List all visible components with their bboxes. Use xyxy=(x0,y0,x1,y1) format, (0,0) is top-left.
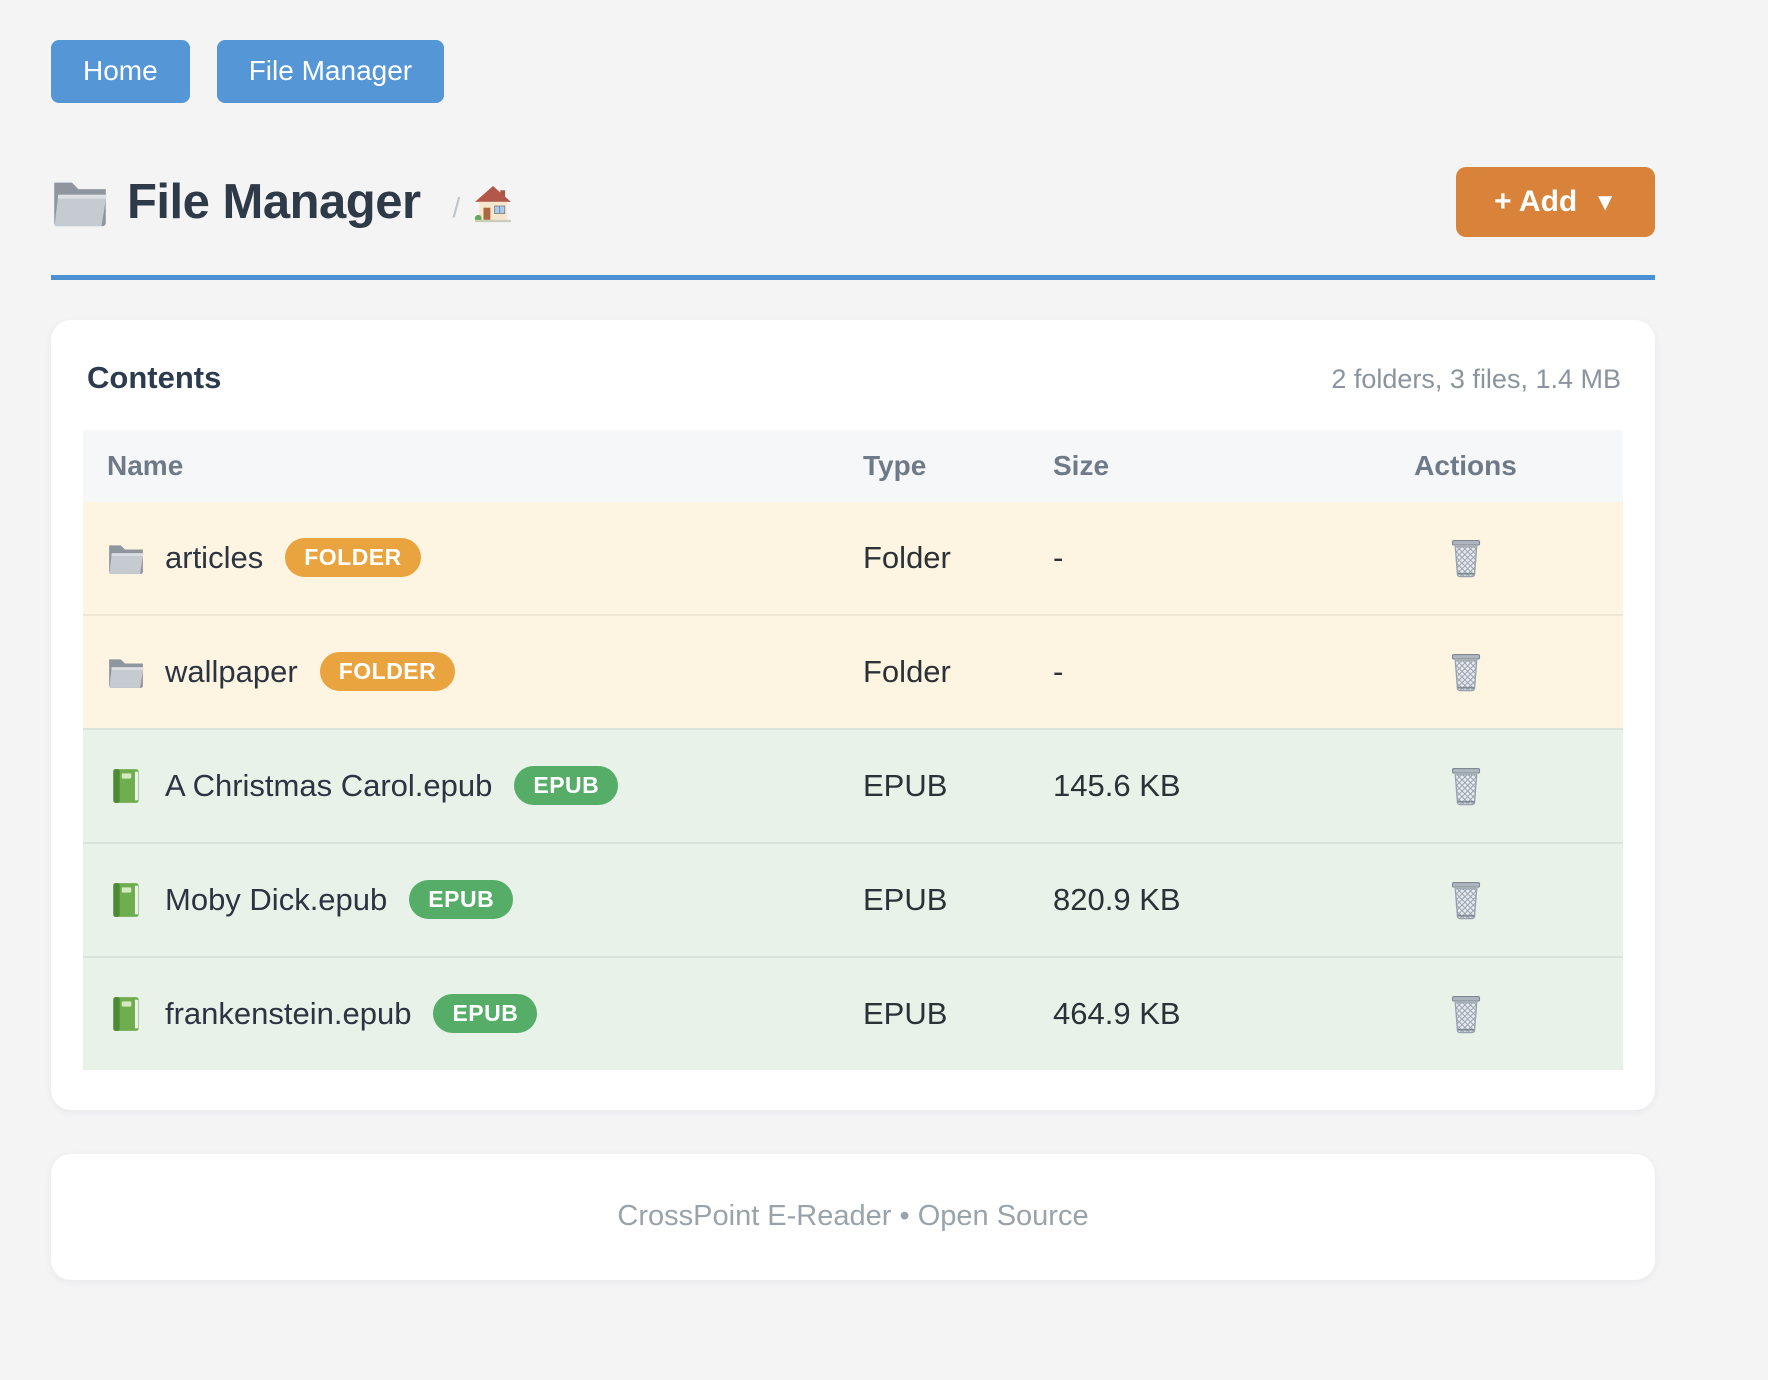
file-type: Folder xyxy=(863,653,951,689)
table-row: articles FOLDER Folder - xyxy=(83,501,1623,614)
breadcrumb: / xyxy=(453,179,513,224)
contents-heading: Contents xyxy=(87,359,222,395)
delete-button[interactable] xyxy=(1444,647,1488,697)
file-type-badge: EPUB xyxy=(514,766,619,806)
file-type-badge: FOLDER xyxy=(285,538,421,578)
title-divider xyxy=(51,274,1655,280)
contents-card: Contents 2 folders, 3 files, 1.4 MB Name… xyxy=(51,319,1655,1110)
caret-down-icon: ▼ xyxy=(1593,188,1617,216)
file-name-link[interactable]: A Christmas Carol.epub xyxy=(165,767,493,803)
nav-home-button[interactable]: Home xyxy=(51,40,190,103)
delete-button[interactable] xyxy=(1444,761,1488,811)
page-header: File Manager / + Add ▼ xyxy=(51,166,1655,237)
delete-button[interactable] xyxy=(1444,875,1488,925)
add-button[interactable]: + Add ▼ xyxy=(1456,166,1655,237)
file-type-badge: EPUB xyxy=(433,994,538,1034)
column-header-size: Size xyxy=(1053,449,1110,481)
file-size: 145.6 KB xyxy=(1053,767,1181,803)
name-cell: Moby Dick.epub EPUB xyxy=(83,880,863,920)
name-cell: wallpaper FOLDER xyxy=(83,652,863,692)
actions-cell xyxy=(1308,761,1623,811)
table-row: Moby Dick.epub EPUB EPUB 820.9 KB xyxy=(83,841,1623,956)
folder-icon xyxy=(107,539,145,577)
file-type: EPUB xyxy=(863,995,948,1031)
contents-table: Name Type Size Actions articles FOLDER F… xyxy=(83,429,1623,1070)
trash-icon xyxy=(1448,765,1484,807)
file-type-badge: EPUB xyxy=(409,880,514,920)
contents-summary: 2 folders, 3 files, 1.4 MB xyxy=(1331,363,1621,394)
file-size: - xyxy=(1053,653,1064,689)
file-size: 820.9 KB xyxy=(1053,881,1181,917)
file-size: 464.9 KB xyxy=(1053,995,1181,1031)
title-group: File Manager / xyxy=(51,174,512,230)
breadcrumb-separator: / xyxy=(452,192,461,224)
table-body: articles FOLDER Folder - wallpaper FOLDE… xyxy=(83,501,1623,1070)
file-name-link[interactable]: Moby Dick.epub xyxy=(165,881,388,917)
actions-cell xyxy=(1308,647,1623,697)
file-name-link[interactable]: frankenstein.epub xyxy=(165,995,412,1031)
file-size: - xyxy=(1053,539,1064,575)
trash-icon xyxy=(1448,651,1484,693)
house-icon[interactable] xyxy=(474,185,512,223)
add-button-label: + Add xyxy=(1494,184,1578,218)
contents-card-header: Contents 2 folders, 3 files, 1.4 MB xyxy=(83,352,1623,396)
name-cell: A Christmas Carol.epub EPUB xyxy=(83,766,863,806)
column-header-type: Type xyxy=(863,449,927,481)
footer-text: CrossPoint E-Reader • Open Source xyxy=(617,1200,1089,1233)
actions-cell xyxy=(1308,875,1623,925)
table-row: frankenstein.epub EPUB EPUB 464.9 KB xyxy=(83,955,1623,1070)
delete-button[interactable] xyxy=(1444,989,1488,1039)
page-title: File Manager xyxy=(127,174,421,229)
column-header-actions: Actions xyxy=(1414,449,1517,481)
table-row: wallpaper FOLDER Folder - xyxy=(83,613,1623,728)
name-cell: frankenstein.epub EPUB xyxy=(83,994,863,1034)
actions-cell xyxy=(1308,989,1623,1039)
actions-cell xyxy=(1308,533,1623,583)
file-type: Folder xyxy=(863,539,951,575)
green-book-icon xyxy=(107,995,145,1033)
green-book-icon xyxy=(107,767,145,805)
trash-icon xyxy=(1448,537,1484,579)
file-type: EPUB xyxy=(863,767,948,803)
file-type-badge: FOLDER xyxy=(319,652,456,692)
table-row: A Christmas Carol.epub EPUB EPUB 145.6 K… xyxy=(83,727,1623,842)
nav-file-manager-button[interactable]: File Manager xyxy=(216,40,445,103)
footer-card: CrossPoint E-Reader • Open Source xyxy=(51,1153,1655,1280)
top-nav: Home File Manager xyxy=(51,0,1655,103)
folder-icon xyxy=(51,177,109,227)
delete-button[interactable] xyxy=(1444,533,1488,583)
file-name-link[interactable]: articles xyxy=(165,539,264,575)
folder-icon xyxy=(107,653,145,691)
file-name-link[interactable]: wallpaper xyxy=(165,653,298,689)
column-header-name: Name xyxy=(107,449,184,481)
trash-icon xyxy=(1448,993,1484,1035)
file-type: EPUB xyxy=(863,881,948,917)
table-header-row: Name Type Size Actions xyxy=(83,429,1623,502)
trash-icon xyxy=(1448,879,1484,921)
green-book-icon xyxy=(107,881,145,919)
name-cell: articles FOLDER xyxy=(83,538,863,578)
page-container: Home File Manager File Manager / + Add ▼… xyxy=(51,0,1655,1280)
